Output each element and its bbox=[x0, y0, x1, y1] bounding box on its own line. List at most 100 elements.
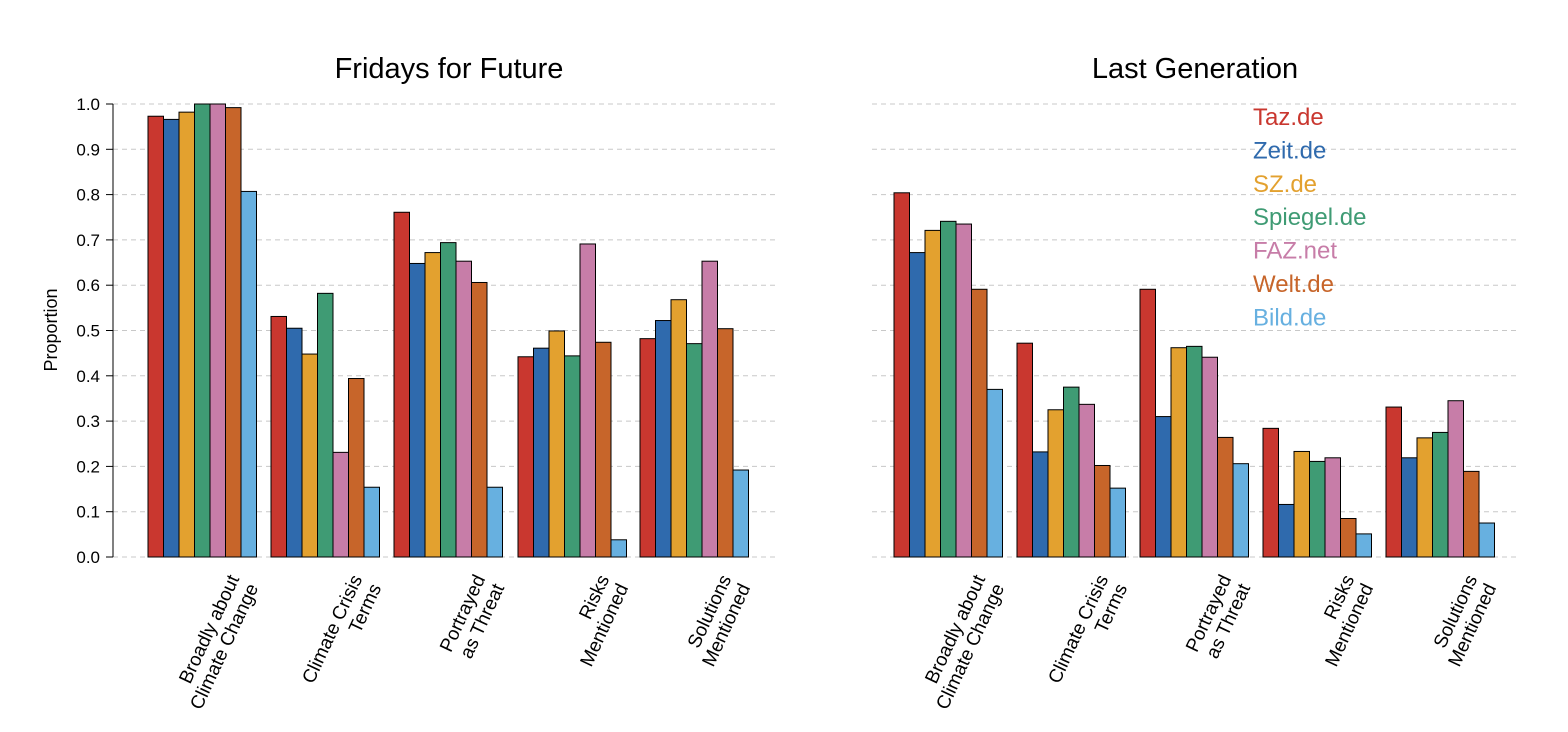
x-category-label: Broadly aboutClimate Change bbox=[168, 571, 264, 713]
bar-taz-de-risks-mentioned bbox=[517, 356, 534, 558]
bar-taz-de-broadly-about-climate-change bbox=[147, 115, 164, 558]
bar-bild-de-portrayed-as-threat bbox=[486, 486, 503, 558]
bar-zeit-de-climate-crisis-terms bbox=[286, 327, 303, 558]
legend-entry-bild-de: Bild.de bbox=[1253, 304, 1326, 331]
y-tick-label: 1.0 bbox=[76, 95, 100, 114]
x-category-label: Climate CrisisTerms bbox=[299, 572, 387, 696]
x-category-label: Broadly aboutClimate Change bbox=[914, 571, 1010, 713]
bar-welt-de-risks-mentioned bbox=[1340, 518, 1357, 558]
bar-faz-net-risks-mentioned bbox=[579, 243, 596, 558]
bar-sz-de-broadly-about-climate-change bbox=[924, 229, 941, 558]
bar-faz-net-broadly-about-climate-change bbox=[955, 223, 972, 558]
chart-panel-last-generation: Last Generation Broadly aboutClimate Chan… bbox=[872, 53, 1520, 713]
y-tick-label: 0.1 bbox=[76, 503, 100, 522]
bar-welt-de-portrayed-as-threat bbox=[1217, 436, 1234, 558]
bar-faz-net-risks-mentioned bbox=[1324, 457, 1341, 558]
y-tick-label: 0.0 bbox=[76, 548, 100, 567]
bar-bild-de-broadly-about-climate-change bbox=[986, 388, 1003, 558]
bar-faz-net-broadly-about-climate-change bbox=[209, 103, 226, 558]
bar-zeit-de-solutions-mentioned bbox=[655, 320, 672, 558]
bar-sz-de-risks-mentioned bbox=[1293, 450, 1310, 558]
bar-taz-de-portrayed-as-threat bbox=[393, 211, 410, 558]
bar-bild-de-solutions-mentioned bbox=[732, 469, 749, 558]
bar-zeit-de-broadly-about-climate-change bbox=[163, 118, 180, 558]
bar-faz-net-solutions-mentioned bbox=[1447, 400, 1464, 558]
bar-sz-de-solutions-mentioned bbox=[1416, 437, 1433, 558]
y-tick-label: 0.8 bbox=[76, 186, 100, 205]
bar-spiegel-de-portrayed-as-threat bbox=[440, 242, 457, 558]
x-category-label: Climate CrisisTerms bbox=[1045, 572, 1133, 696]
bar-bild-de-risks-mentioned bbox=[1355, 533, 1372, 558]
x-category-label: Portrayedas Threat bbox=[436, 571, 509, 664]
bar-taz-de-climate-crisis-terms bbox=[1016, 342, 1033, 558]
legend-entry-sz-de: SZ.de bbox=[1253, 171, 1317, 198]
bar-spiegel-de-solutions-mentioned bbox=[686, 343, 703, 558]
bar-taz-de-broadly-about-climate-change bbox=[893, 192, 910, 558]
x-category-label: RisksMentioned bbox=[1303, 572, 1379, 670]
bar-faz-net-climate-crisis-terms bbox=[332, 451, 349, 558]
bar-taz-de-climate-crisis-terms bbox=[270, 315, 287, 558]
bar-sz-de-broadly-about-climate-change bbox=[178, 111, 195, 558]
bar-zeit-de-portrayed-as-threat bbox=[409, 262, 426, 558]
y-tick-label: 0.5 bbox=[76, 322, 100, 341]
bar-welt-de-portrayed-as-threat bbox=[471, 281, 488, 558]
bar-bild-de-risks-mentioned bbox=[610, 539, 627, 558]
bar-welt-de-climate-crisis-terms bbox=[348, 378, 365, 558]
bar-faz-net-solutions-mentioned bbox=[701, 260, 718, 558]
legend-entry-faz-net: FAZ.net bbox=[1253, 238, 1337, 265]
bar-welt-de-climate-crisis-terms bbox=[1094, 464, 1111, 558]
bar-zeit-de-solutions-mentioned bbox=[1401, 457, 1418, 558]
bar-zeit-de-risks-mentioned bbox=[1278, 503, 1295, 558]
bar-taz-de-portrayed-as-threat bbox=[1139, 288, 1156, 558]
bar-zeit-de-climate-crisis-terms bbox=[1032, 451, 1049, 558]
bar-zeit-de-broadly-about-climate-change bbox=[909, 252, 926, 558]
bar-spiegel-de-risks-mentioned bbox=[564, 355, 581, 558]
y-tick-label: 0.4 bbox=[76, 367, 100, 386]
bar-bild-de-broadly-about-climate-change bbox=[240, 190, 257, 558]
bar-taz-de-solutions-mentioned bbox=[639, 338, 656, 558]
bar-bild-de-climate-crisis-terms bbox=[1109, 487, 1126, 558]
bar-sz-de-portrayed-as-threat bbox=[424, 252, 441, 558]
y-tick-label: 0.7 bbox=[76, 231, 100, 250]
legend-entry-welt-de: Welt.de bbox=[1253, 271, 1334, 298]
bar-spiegel-de-portrayed-as-threat bbox=[1186, 345, 1203, 558]
bar-spiegel-de-broadly-about-climate-change bbox=[940, 220, 957, 558]
y-tick-label: 0.3 bbox=[76, 412, 100, 431]
legend: Taz.de Zeit.de SZ.de Spiegel.de FAZ.net Welt.… bbox=[1253, 104, 1366, 331]
bar-sz-de-risks-mentioned bbox=[548, 330, 565, 558]
bar-faz-net-portrayed-as-threat bbox=[455, 260, 472, 558]
bar-faz-net-climate-crisis-terms bbox=[1078, 403, 1095, 558]
x-category-label: RisksMentioned bbox=[558, 572, 634, 670]
legend-entry-spiegel-de: Spiegel.de bbox=[1253, 204, 1366, 231]
bar-welt-de-solutions-mentioned bbox=[717, 328, 734, 558]
bar-zeit-de-risks-mentioned bbox=[533, 347, 550, 558]
bar-welt-de-broadly-about-climate-change bbox=[225, 107, 242, 558]
bar-welt-de-risks-mentioned bbox=[595, 341, 612, 558]
chart-title: Last Generation bbox=[1092, 53, 1298, 85]
y-tick-label: 0.2 bbox=[76, 457, 100, 476]
bar-bild-de-climate-crisis-terms bbox=[363, 486, 380, 558]
x-category-label: SolutionsMentioned bbox=[1426, 572, 1502, 670]
bar-taz-de-solutions-mentioned bbox=[1385, 406, 1402, 558]
y-tick-label: 0.6 bbox=[76, 276, 100, 295]
bar-spiegel-de-solutions-mentioned bbox=[1432, 431, 1449, 558]
bar-spiegel-de-climate-crisis-terms bbox=[317, 292, 334, 558]
bar-welt-de-solutions-mentioned bbox=[1463, 470, 1480, 558]
bar-sz-de-climate-crisis-terms bbox=[1047, 409, 1064, 558]
chart-title: Fridays for Future bbox=[335, 53, 564, 85]
bar-sz-de-solutions-mentioned bbox=[670, 299, 687, 558]
bar-spiegel-de-risks-mentioned bbox=[1309, 460, 1326, 558]
bar-bild-de-solutions-mentioned bbox=[1478, 522, 1495, 558]
bar-spiegel-de-climate-crisis-terms bbox=[1063, 386, 1080, 558]
bar-sz-de-climate-crisis-terms bbox=[301, 353, 318, 558]
bar-welt-de-broadly-about-climate-change bbox=[971, 288, 988, 558]
y-tick-label: 0.9 bbox=[76, 140, 100, 159]
bar-bild-de-portrayed-as-threat bbox=[1232, 463, 1249, 558]
x-category-label: Portrayedas Threat bbox=[1182, 571, 1255, 664]
bar-spiegel-de-broadly-about-climate-change bbox=[194, 103, 211, 558]
legend-entry-taz-de: Taz.de bbox=[1253, 104, 1324, 131]
legend-entry-zeit-de: Zeit.de bbox=[1253, 137, 1326, 164]
bar-taz-de-risks-mentioned bbox=[1262, 427, 1279, 558]
bar-sz-de-portrayed-as-threat bbox=[1170, 347, 1187, 558]
